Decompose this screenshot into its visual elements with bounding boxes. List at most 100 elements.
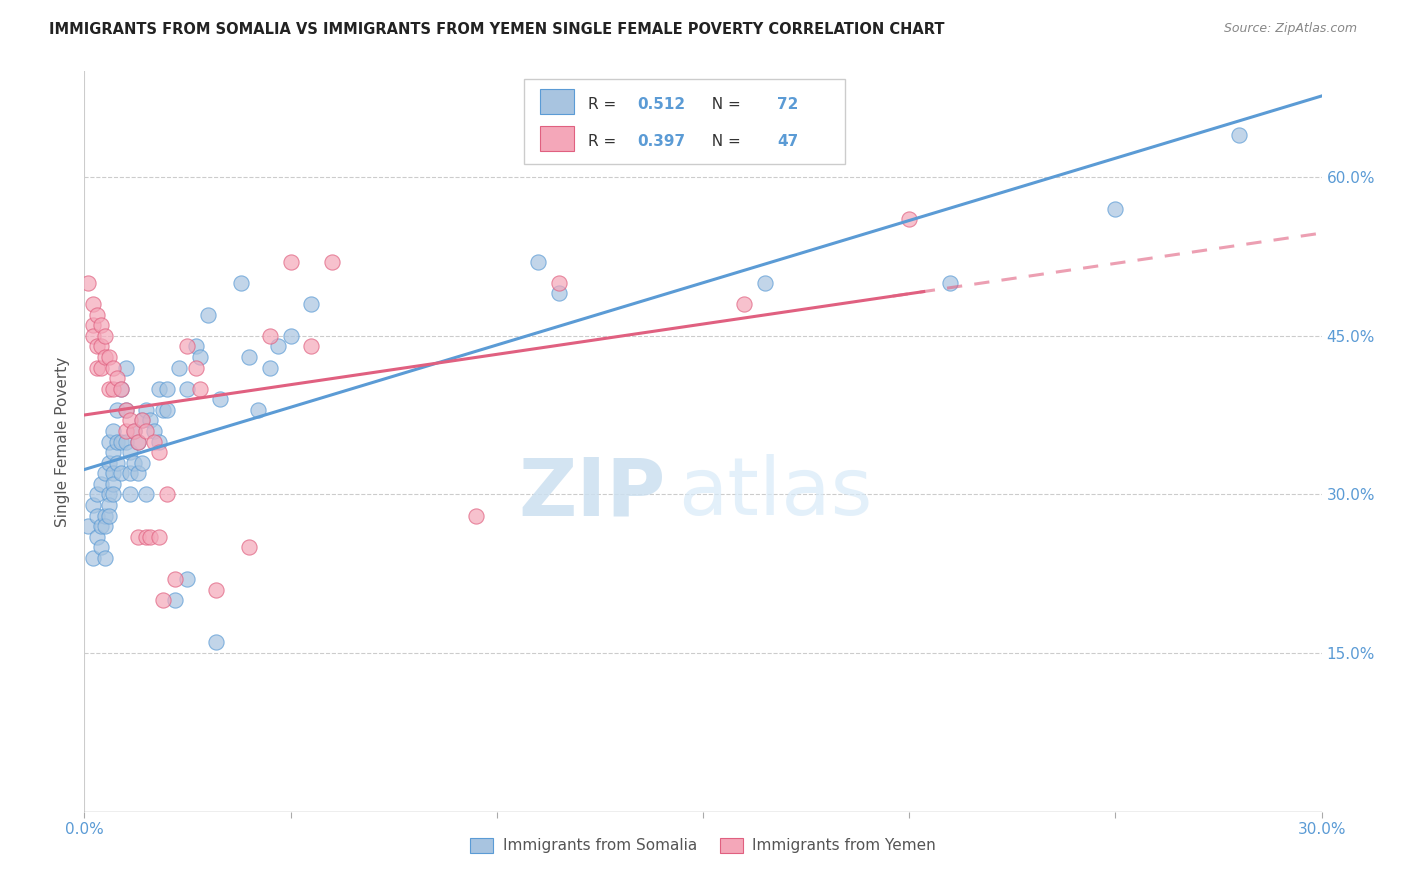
- Point: [110, 467, 132, 481]
- Point: [209, 392, 232, 407]
- Point: [547, 276, 569, 290]
- Point: [238, 541, 260, 555]
- Point: [156, 402, 179, 417]
- Point: [82, 328, 104, 343]
- Text: N =: N =: [702, 134, 745, 149]
- Point: [114, 402, 136, 417]
- Point: [118, 413, 141, 427]
- Bar: [540, 126, 574, 151]
- Point: [90, 541, 112, 555]
- Text: 72: 72: [778, 97, 799, 112]
- Point: [114, 402, 136, 417]
- Point: [98, 456, 121, 470]
- Point: [90, 360, 112, 375]
- Point: [167, 360, 190, 375]
- Point: [259, 360, 281, 375]
- Legend: Immigrants from Somalia, Immigrants from Yemen: Immigrants from Somalia, Immigrants from…: [464, 831, 942, 860]
- Point: [131, 413, 153, 427]
- Point: [90, 476, 112, 491]
- Point: [156, 382, 179, 396]
- Point: [135, 424, 157, 438]
- Point: [238, 350, 260, 364]
- Point: [165, 572, 187, 586]
- Point: [143, 434, 166, 449]
- Text: ZIP: ZIP: [519, 454, 666, 533]
- Point: [94, 550, 117, 565]
- Point: [139, 413, 162, 427]
- Point: [165, 593, 187, 607]
- Point: [139, 530, 162, 544]
- Point: [122, 424, 145, 438]
- Point: [143, 424, 166, 438]
- Point: [131, 413, 153, 427]
- Point: [148, 445, 170, 459]
- Point: [547, 286, 569, 301]
- Point: [86, 530, 108, 544]
- Text: atlas: atlas: [678, 454, 873, 533]
- Point: [77, 519, 100, 533]
- Point: [127, 467, 149, 481]
- Bar: [540, 88, 574, 113]
- Point: [898, 212, 921, 227]
- Point: [94, 350, 117, 364]
- Point: [176, 572, 198, 586]
- Point: [259, 328, 281, 343]
- FancyBboxPatch shape: [523, 78, 845, 164]
- Point: [105, 434, 128, 449]
- Point: [321, 254, 343, 268]
- Point: [86, 360, 108, 375]
- Point: [118, 467, 141, 481]
- Point: [176, 339, 198, 353]
- Point: [86, 339, 108, 353]
- Text: IMMIGRANTS FROM SOMALIA VS IMMIGRANTS FROM YEMEN SINGLE FEMALE POVERTY CORRELATI: IMMIGRANTS FROM SOMALIA VS IMMIGRANTS FR…: [49, 22, 945, 37]
- Point: [299, 297, 322, 311]
- Point: [114, 434, 136, 449]
- Point: [103, 487, 125, 501]
- Point: [110, 434, 132, 449]
- Point: [280, 254, 302, 268]
- Point: [86, 508, 108, 523]
- Point: [152, 402, 174, 417]
- Point: [94, 519, 117, 533]
- Point: [94, 467, 117, 481]
- Point: [465, 508, 488, 523]
- Point: [98, 434, 121, 449]
- Point: [103, 445, 125, 459]
- Point: [176, 382, 198, 396]
- Point: [98, 498, 121, 512]
- Point: [103, 476, 125, 491]
- Point: [98, 487, 121, 501]
- Point: [77, 276, 100, 290]
- Point: [82, 550, 104, 565]
- Point: [188, 382, 211, 396]
- Point: [229, 276, 252, 290]
- Point: [148, 434, 170, 449]
- Text: 0.512: 0.512: [637, 97, 686, 112]
- Point: [205, 635, 228, 649]
- Text: N =: N =: [702, 97, 745, 112]
- Text: 0.397: 0.397: [637, 134, 686, 149]
- Point: [110, 382, 132, 396]
- Point: [148, 530, 170, 544]
- Point: [114, 424, 136, 438]
- Point: [152, 593, 174, 607]
- Point: [118, 487, 141, 501]
- Point: [82, 318, 104, 333]
- Point: [103, 467, 125, 481]
- Point: [103, 382, 125, 396]
- Point: [90, 318, 112, 333]
- Point: [135, 530, 157, 544]
- Point: [105, 456, 128, 470]
- Point: [122, 424, 145, 438]
- Text: 47: 47: [778, 134, 799, 149]
- Point: [98, 350, 121, 364]
- Point: [267, 339, 290, 353]
- Point: [184, 339, 207, 353]
- Point: [110, 382, 132, 396]
- Point: [98, 508, 121, 523]
- Point: [86, 487, 108, 501]
- Y-axis label: Single Female Poverty: Single Female Poverty: [55, 357, 70, 526]
- Point: [127, 434, 149, 449]
- Point: [98, 382, 121, 396]
- Point: [135, 487, 157, 501]
